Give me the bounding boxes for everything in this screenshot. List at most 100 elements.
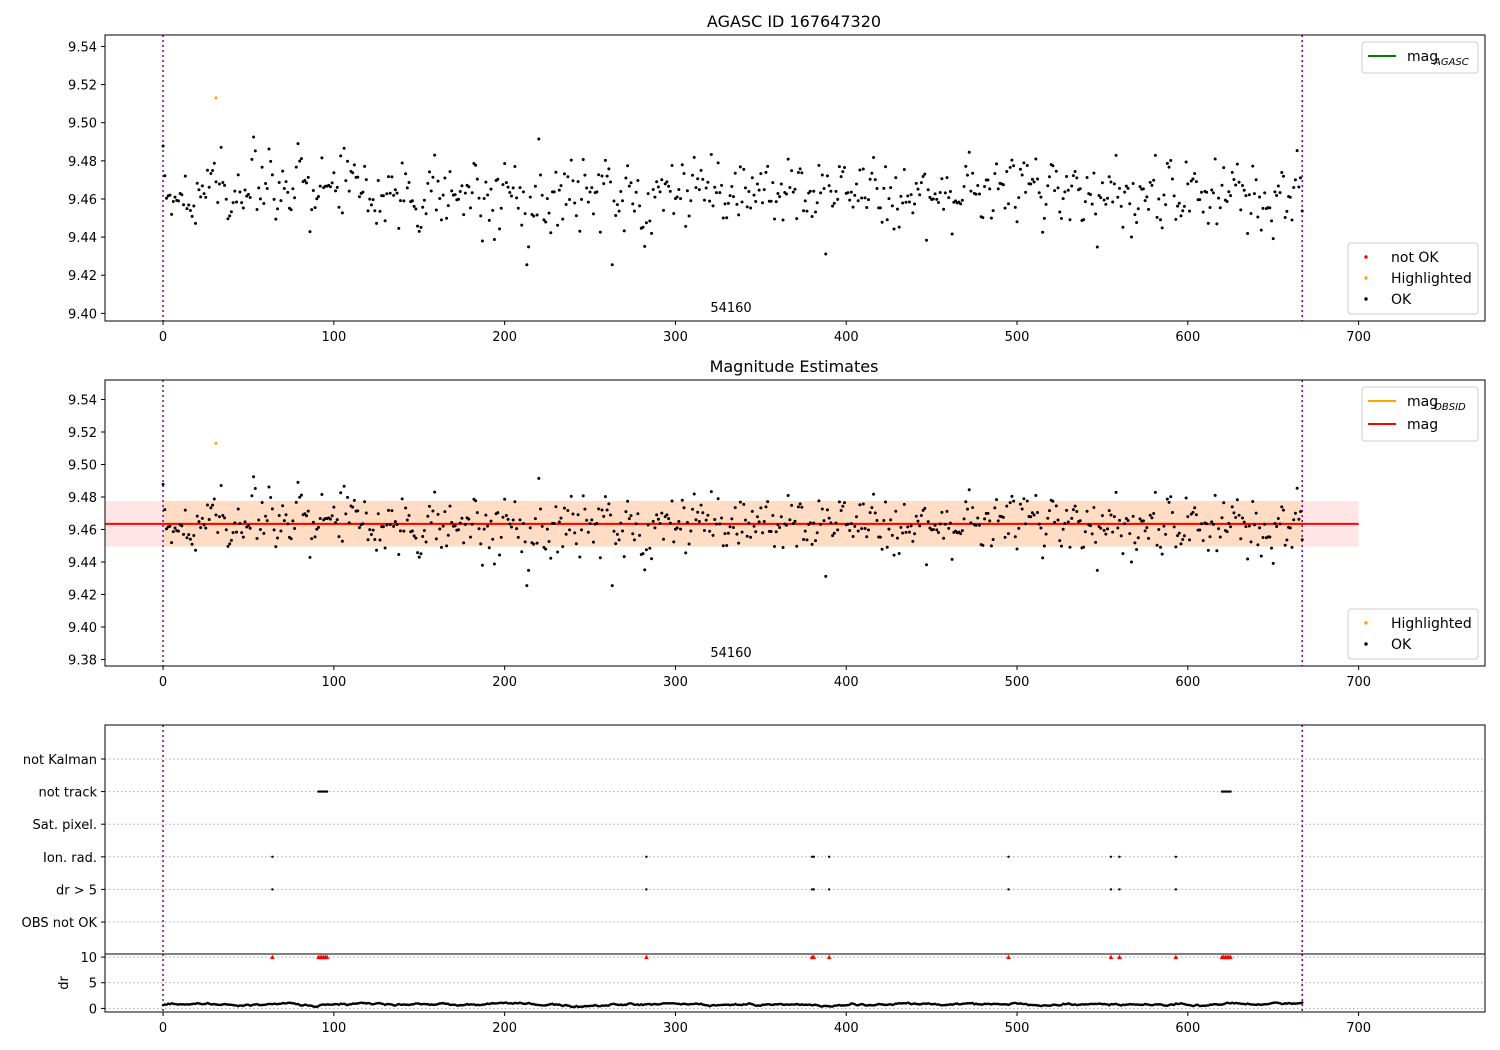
ok-point: [1036, 177, 1040, 181]
ok-point: [860, 527, 864, 531]
ok-point: [1003, 206, 1007, 210]
ok-point: [173, 195, 177, 199]
ok-point: [644, 548, 648, 552]
ok-point: [653, 195, 657, 199]
ok-point: [217, 182, 221, 186]
ok-point: [446, 204, 450, 208]
ok-point: [991, 209, 995, 213]
y-tick-label: 10: [80, 951, 97, 966]
ok-point: [240, 201, 244, 205]
ok-point: [677, 519, 681, 523]
ok-point: [487, 546, 491, 550]
ok-point: [200, 516, 204, 520]
ok-point: [1123, 190, 1127, 194]
ok-point: [243, 188, 247, 192]
ok-point: [1240, 516, 1244, 520]
ok-point: [921, 175, 925, 179]
ok-point: [872, 492, 876, 496]
ok-point: [1211, 191, 1215, 195]
ok-point: [658, 522, 662, 526]
ok-point: [1029, 182, 1033, 186]
ok-point: [631, 532, 635, 536]
ok-point: [948, 521, 952, 525]
ok-point: [916, 187, 920, 191]
ok-point: [718, 522, 722, 526]
ok-point: [906, 194, 910, 198]
ok-point: [1008, 501, 1012, 505]
ok-point: [1106, 527, 1110, 531]
ok-point: [1176, 534, 1180, 538]
ok-point: [1244, 194, 1248, 198]
ok-point: [687, 542, 691, 546]
ok-point: [294, 165, 298, 169]
ok-point: [1169, 158, 1173, 162]
ok-point: [1227, 190, 1231, 194]
ok-point: [1003, 535, 1007, 539]
ok-point: [564, 203, 568, 207]
ok-point: [615, 532, 619, 536]
ok-point: [668, 189, 672, 193]
ok-point: [708, 529, 712, 533]
ok-point: [182, 532, 186, 536]
legend-marker: [1364, 621, 1368, 625]
ok-point: [945, 176, 949, 180]
flag-point: [322, 790, 325, 793]
ok-point: [583, 507, 587, 511]
ok-point: [837, 500, 841, 504]
ok-point: [439, 545, 443, 549]
ok-point: [194, 548, 198, 552]
ok-point: [373, 209, 377, 213]
ok-point: [904, 200, 908, 204]
ok-point: [313, 535, 317, 539]
ok-point: [964, 164, 968, 168]
ok-point: [188, 537, 192, 541]
ok-point: [392, 524, 396, 528]
ok-point: [368, 528, 372, 532]
ok-point: [894, 176, 898, 180]
ok-point: [1281, 508, 1285, 512]
ok-point: [221, 513, 225, 517]
ok-point: [737, 541, 741, 545]
ok-point: [1232, 511, 1236, 515]
ok-point: [884, 165, 888, 169]
ok-point: [1232, 177, 1236, 181]
ok-point: [1186, 182, 1190, 186]
ok-point: [790, 503, 794, 507]
ok-point: [1162, 193, 1166, 197]
ok-point: [252, 475, 256, 479]
ok-point: [248, 195, 252, 199]
ok-point: [1167, 500, 1171, 504]
ok-point: [1285, 538, 1289, 542]
x-tick-label: 300: [663, 330, 688, 345]
ok-point: [397, 226, 401, 230]
ok-point: [407, 180, 411, 184]
ok-point: [340, 211, 344, 215]
ok-point: [1041, 556, 1045, 560]
ok-point: [894, 509, 898, 513]
ok-point: [764, 505, 768, 509]
ok-point: [841, 170, 845, 174]
ok-point: [306, 175, 310, 179]
ok-point: [1068, 218, 1072, 222]
ok-point: [820, 173, 824, 177]
ok-point: [535, 541, 539, 545]
ok-point: [795, 544, 799, 548]
ok-point: [509, 525, 513, 529]
ok-point: [269, 495, 273, 499]
ok-point: [462, 213, 466, 217]
ok-point: [603, 495, 607, 499]
ok-point: [656, 517, 660, 521]
ok-point: [619, 190, 623, 194]
ok-point: [1061, 527, 1065, 531]
ok-point: [962, 517, 966, 521]
y-tick-label: 9.44: [68, 556, 97, 571]
ok-point: [419, 225, 423, 229]
ok-point: [402, 529, 406, 533]
ok-point: [164, 196, 168, 200]
ok-point: [404, 506, 408, 510]
ok-point: [576, 180, 580, 184]
ok-point: [277, 513, 281, 517]
ok-point: [615, 203, 619, 207]
ok-point: [1261, 536, 1265, 540]
ok-point: [171, 199, 175, 203]
